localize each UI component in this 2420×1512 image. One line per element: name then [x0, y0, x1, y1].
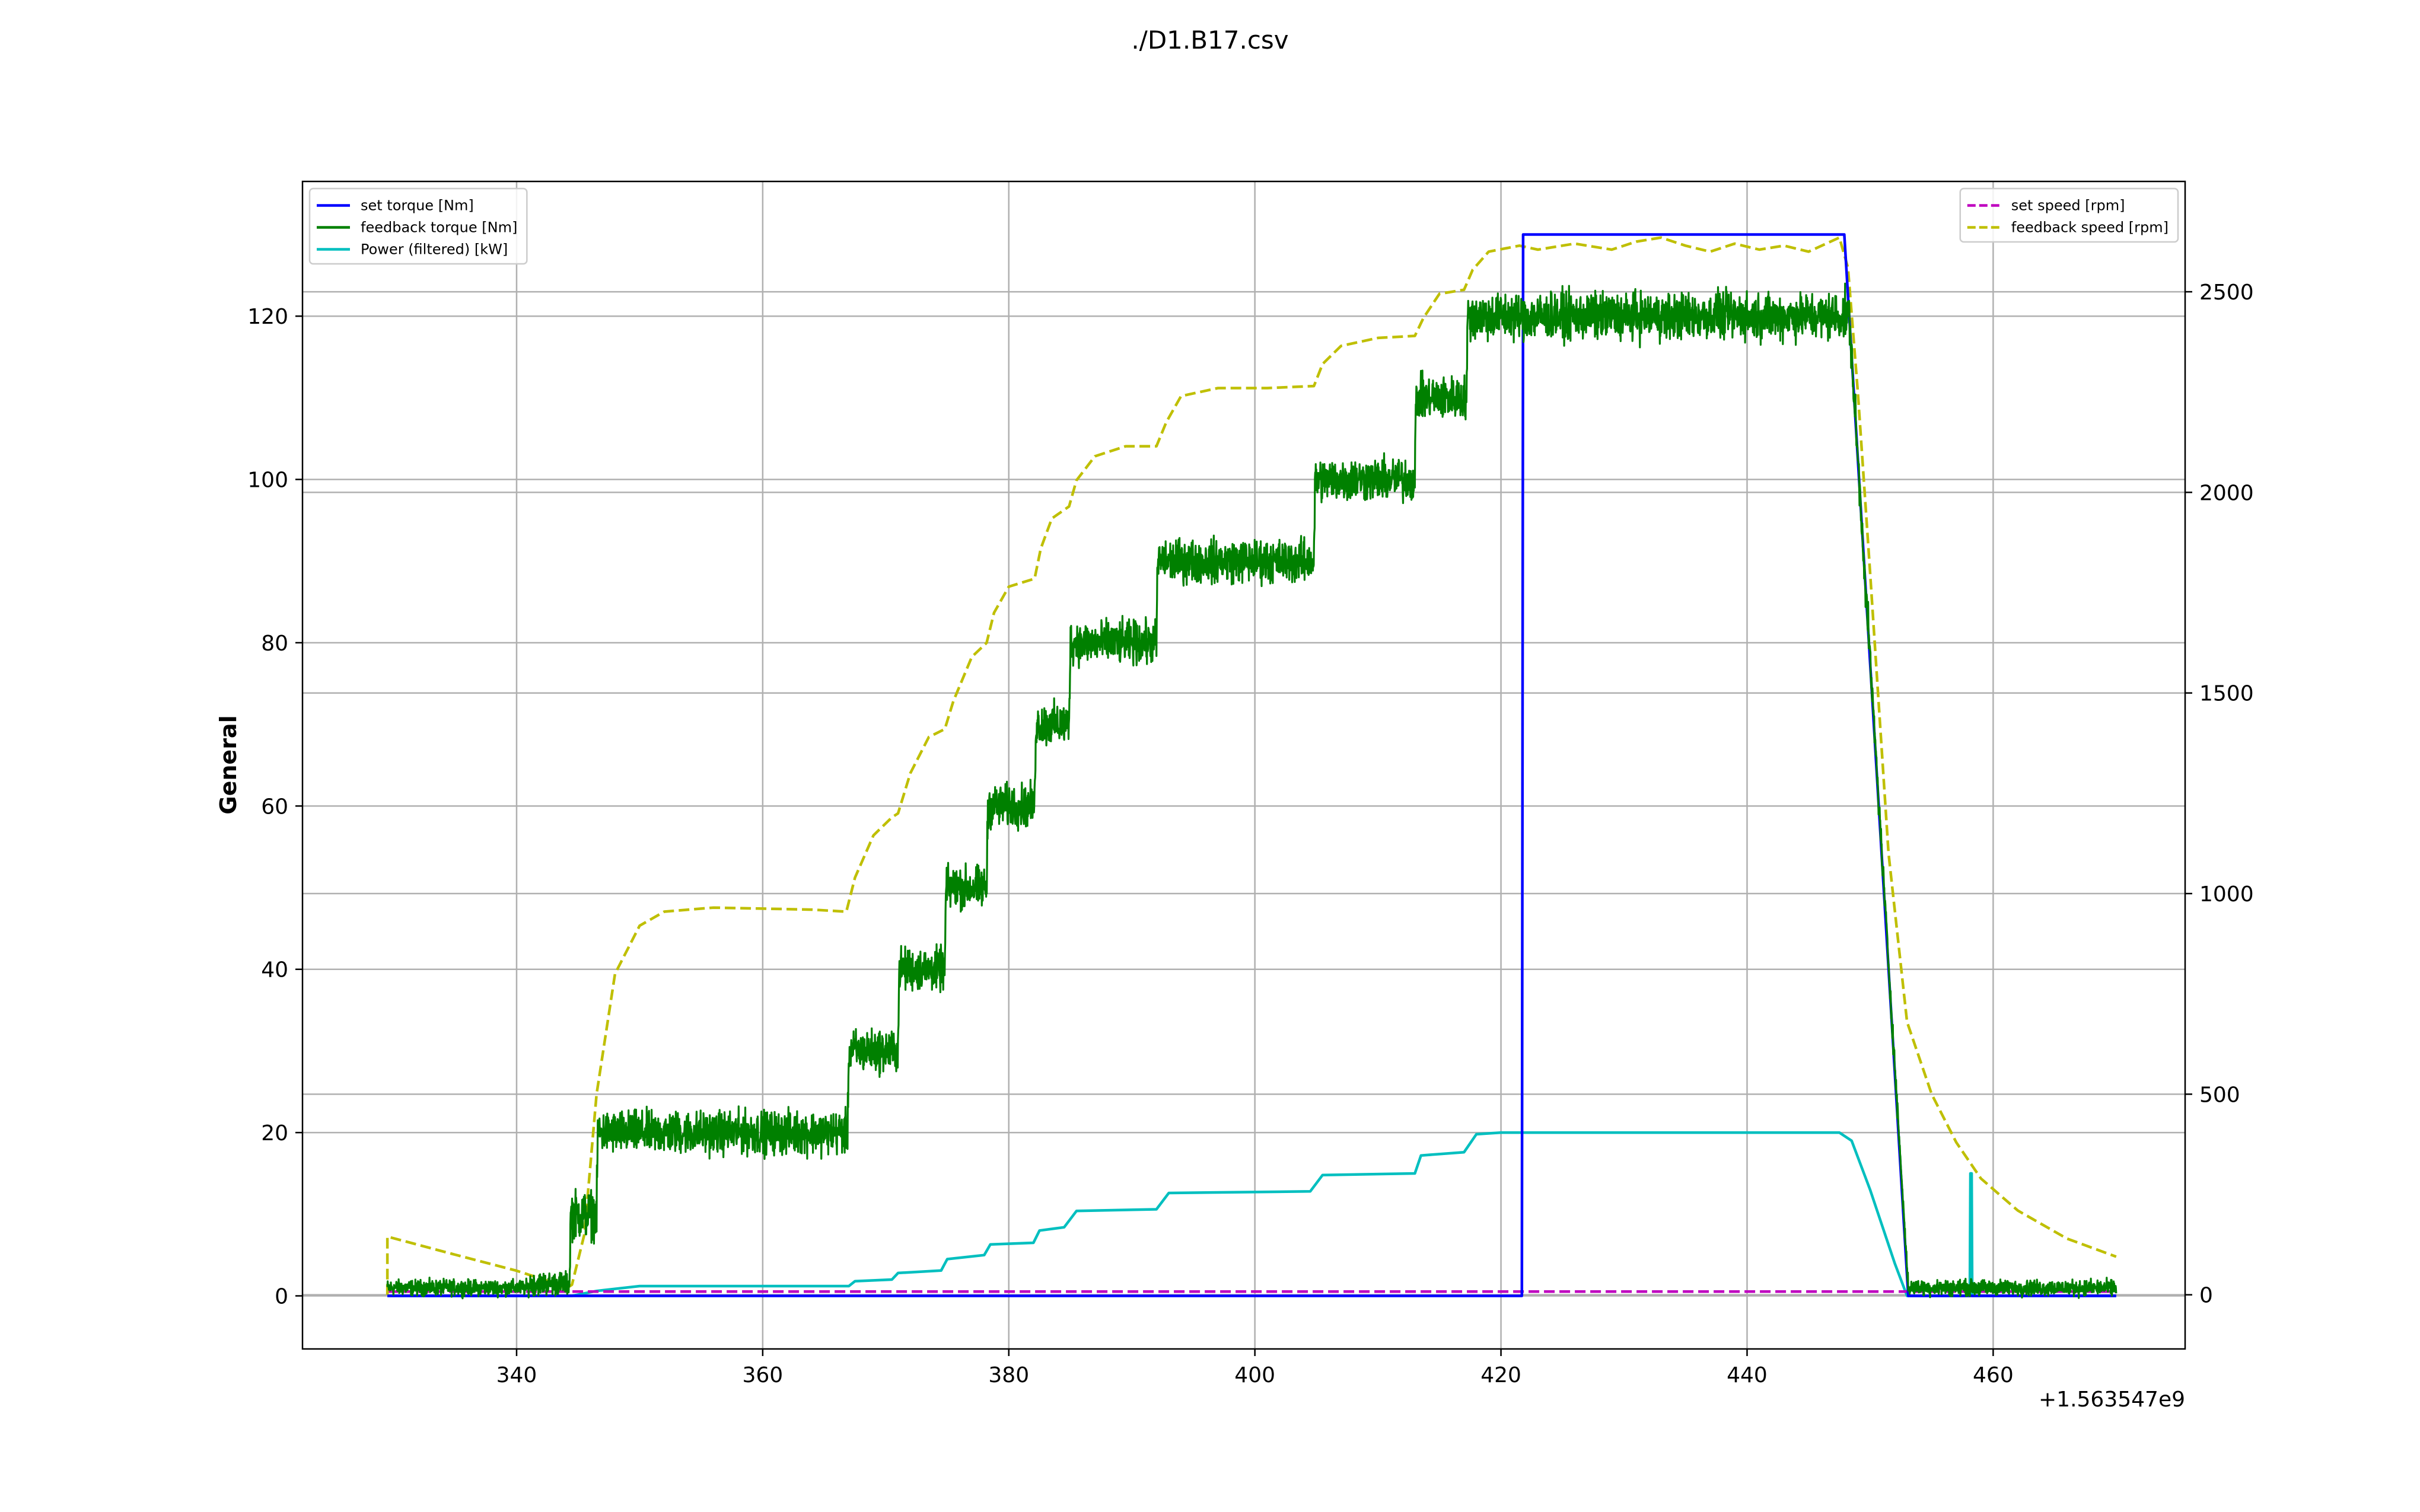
y2-tick-label: 2000: [2199, 481, 2254, 505]
y2-tick-label: 1000: [2199, 882, 2254, 907]
x-tick-label: 380: [988, 1363, 1029, 1387]
legend-label: set speed [rpm]: [2011, 197, 2125, 214]
x-tick-label: 440: [1727, 1363, 1768, 1387]
y2-tick-label: 0: [2199, 1284, 2213, 1308]
series-line-power-filtered-kw: [387, 1131, 2116, 1297]
x-tick-label: 360: [743, 1363, 784, 1387]
x-tick-label: 340: [496, 1363, 537, 1387]
legend-left: set torque [Nm] feedback torque [Nm] Power…: [308, 187, 528, 265]
y-tick-label: 100: [247, 468, 288, 493]
y2-tick-label: 500: [2199, 1083, 2240, 1107]
x-tick-label: 400: [1234, 1363, 1275, 1387]
x-tick-label: 460: [1973, 1363, 2014, 1387]
y-tick-label: 20: [261, 1121, 288, 1146]
series-line-feedback-speed-rpm: [386, 236, 2117, 1295]
chart-title: ./D1.B17.csv: [1131, 25, 1288, 55]
x-tick-label: 420: [1480, 1363, 1521, 1387]
plot-frame: [301, 180, 2186, 1350]
plot-series: [386, 233, 2118, 1300]
y-tick-label: 80: [261, 631, 288, 656]
series-line-feedback-torque-nm: [386, 282, 2118, 1300]
legend-box: [1959, 187, 2179, 243]
y-tick-label: 40: [261, 958, 288, 983]
y-tick-label: 120: [247, 305, 288, 329]
y-tick-label: 60: [261, 795, 288, 819]
legend-label: feedback speed [rpm]: [2011, 219, 2169, 236]
series-line-set-torque-nm: [387, 233, 2116, 1297]
x-axis-offset-label: +1.563547e9: [2039, 1387, 2185, 1412]
legend-right: set speed [rpm] feedback speed [rpm]: [1959, 187, 2179, 243]
legend-label: set torque [Nm]: [361, 197, 474, 214]
legend-box: [308, 187, 528, 265]
y2-tick-label: 2500: [2199, 280, 2254, 305]
legend-label: Power (filtered) [kW]: [361, 241, 508, 258]
y-tick-label: 0: [275, 1285, 288, 1309]
y2-tick-label: 1500: [2199, 682, 2254, 706]
legend-label: feedback torque [Nm]: [361, 219, 517, 236]
axes: 340 360 380 400 420 440 460 0 20 40 60 80 100 120 0 500…: [247, 280, 2253, 1387]
y-axis-label: General: [215, 715, 241, 814]
